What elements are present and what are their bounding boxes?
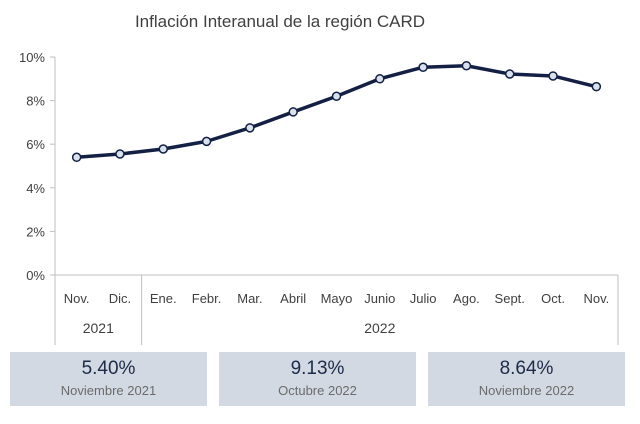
y-tick-label: 2% <box>26 224 45 239</box>
stat-card-1-label: Noviembre 2021 <box>60 383 157 398</box>
stat-card-2-label: Octubre 2022 <box>278 383 357 398</box>
y-ticks: 0% 2% 4% 6% 8% 10% <box>19 50 55 283</box>
x-tick-label: Febr. <box>192 291 222 306</box>
stat-card-3-value: 8.64% <box>499 358 554 379</box>
x-tick-label: Ago. <box>453 291 480 306</box>
x-categories: Nov. Dic. Ene. Febr. Mar. Abril Mayo Junio Julio… <box>64 291 609 306</box>
x-tick-label: Junio <box>364 291 395 306</box>
chart: 0% 2% 4% 6% 8% 10% Nov. Dic. Ene. Febr. Mar. Abril… <box>19 50 619 345</box>
x-tick-label: Mayo <box>321 291 353 306</box>
group-label: 2021 <box>83 320 114 336</box>
x-tick-label: Mar. <box>237 291 262 306</box>
stat-card-2: 9.13% Octubre 2022 <box>219 352 416 406</box>
data-point <box>158 144 169 154</box>
x-tick-label: Abril <box>280 291 306 306</box>
series <box>71 60 602 163</box>
stat-card-1: 5.40% Noviembre 2021 <box>10 352 207 406</box>
data-point <box>375 74 385 84</box>
x-tick-label: Dic. <box>109 291 131 306</box>
data-point <box>418 62 428 72</box>
x-groups: 2021 2022 <box>54 275 619 345</box>
stat-card-1-value: 5.40% <box>81 358 136 379</box>
data-point <box>548 71 558 81</box>
data-point <box>201 136 212 147</box>
y-tick-label: 0% <box>26 268 45 283</box>
data-point <box>504 69 515 79</box>
stat-card-2-value: 9.13% <box>290 358 345 379</box>
y-tick-label: 6% <box>26 137 45 152</box>
y-tick-label: 8% <box>26 94 45 109</box>
x-tick-label: Nov. <box>64 291 90 306</box>
axes <box>54 57 618 276</box>
stat-card-3-label: Noviembre 2022 <box>478 383 575 398</box>
x-tick-label: Oct. <box>541 291 565 306</box>
x-tick-label: Julio <box>410 291 437 306</box>
group-label: 2022 <box>364 320 395 336</box>
series-line <box>74 63 599 160</box>
data-point <box>71 152 82 163</box>
x-tick-label: Ene. <box>150 291 177 306</box>
x-tick-label: Sept. <box>495 291 525 306</box>
data-point <box>115 149 125 159</box>
data-point <box>591 81 602 92</box>
data-point <box>245 123 255 133</box>
stat-card-3: 8.64% Noviembre 2022 <box>428 352 625 406</box>
data-point <box>288 107 298 117</box>
data-point <box>461 60 472 71</box>
data-point <box>331 91 342 101</box>
chart-title: Inflación Interanual de la región CARD <box>134 12 426 31</box>
y-tick-label: 10% <box>19 50 45 65</box>
x-tick-label: Nov. <box>583 291 609 306</box>
y-tick-label: 4% <box>26 181 45 196</box>
